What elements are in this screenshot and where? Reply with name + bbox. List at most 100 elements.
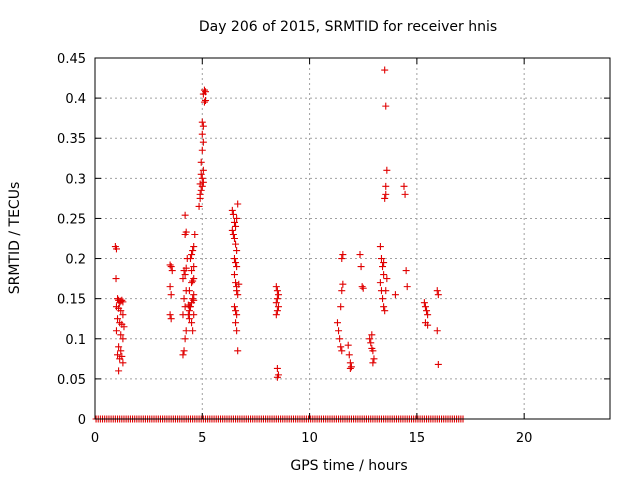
data-point [200,98,208,106]
data-point [273,373,281,381]
data-point [232,259,240,267]
data-point [119,311,127,319]
y-tick-label: 0.45 [57,52,86,67]
data-point [182,264,190,272]
data-point [167,315,175,323]
data-point [185,287,193,295]
data-point [188,279,196,287]
data-point [366,335,374,343]
data-point [274,303,282,311]
data-point [336,335,344,343]
data-point [232,240,240,248]
data-point [166,261,174,269]
data-point [233,287,241,295]
data-point [181,335,189,343]
data-point [179,351,187,359]
data-point [198,130,206,138]
data-point [369,359,377,367]
data-point [230,255,238,263]
data-point [197,186,205,194]
data-point [391,291,399,299]
data-point [198,118,206,126]
data-point [188,267,196,275]
data-point [381,194,389,202]
axes: 0 0.05 0.1 0.15 0.2 0.25 0.3 0.35 0.4 0.45 0 5 10 15 2… [57,52,611,446]
data-point [273,295,281,303]
data-point [179,275,187,283]
grid [95,58,610,419]
data-point [112,245,120,253]
data-point [119,335,127,343]
data-point [228,226,236,234]
data-point [233,311,241,319]
x-tick-label: 5 [198,431,206,446]
data-point [423,307,431,315]
data-point [230,271,238,279]
data-point [168,267,176,275]
data-point [188,251,196,259]
data-point [335,327,343,335]
data-point [186,255,194,263]
data-point [181,211,189,219]
data-point [190,275,198,283]
data-point [182,228,190,236]
data-point [338,255,346,263]
data-point [202,88,210,96]
data-point [190,243,198,251]
x-tick-label: 20 [516,431,533,446]
data-point [382,287,390,295]
data-point [376,243,384,251]
x-tick-label: 10 [301,431,318,446]
data-point [233,214,241,222]
data-point [199,138,207,146]
data-point [233,247,241,255]
data-point [189,247,197,255]
data-point [433,287,441,295]
data-point [339,280,347,288]
data-point [273,364,281,372]
data-point [182,327,190,335]
data-point [347,363,355,371]
data-point [166,283,174,291]
data-point [376,279,384,287]
data-point [232,222,240,230]
data-point [401,190,409,198]
data-point [333,319,341,327]
data-point [190,311,198,319]
data-point [199,166,207,174]
data-point [185,315,193,323]
data-point [421,303,429,311]
data-point [120,323,128,331]
data-point [344,341,352,349]
data-point [196,180,204,188]
data-point [117,347,125,355]
y-tick-label: 0.05 [57,373,86,388]
data-point [358,283,366,291]
y-tick-label: 0.15 [57,293,86,308]
data-point [232,307,240,315]
chart-title: Day 206 of 2015, SRMTID for receiver hni… [199,19,497,35]
data-point [379,295,387,303]
data-point [115,367,123,375]
data-point [370,355,378,363]
data-point [233,327,241,335]
data-point [117,331,125,339]
data-point [190,263,198,271]
data-point [189,327,197,335]
data-point [339,251,347,259]
data-point [235,280,243,288]
data-point [383,166,391,174]
data-point [196,190,204,198]
data-point [272,283,280,291]
y-tick-label: 0.2 [65,253,86,268]
data-point [424,311,432,319]
data-point [272,311,280,319]
x-axis-label: GPS time / hours [290,458,407,474]
data-point [198,174,206,182]
data-point [367,339,375,347]
data-point [191,230,199,238]
data-point [229,230,237,238]
data-point [337,303,345,311]
data-point [189,295,197,303]
